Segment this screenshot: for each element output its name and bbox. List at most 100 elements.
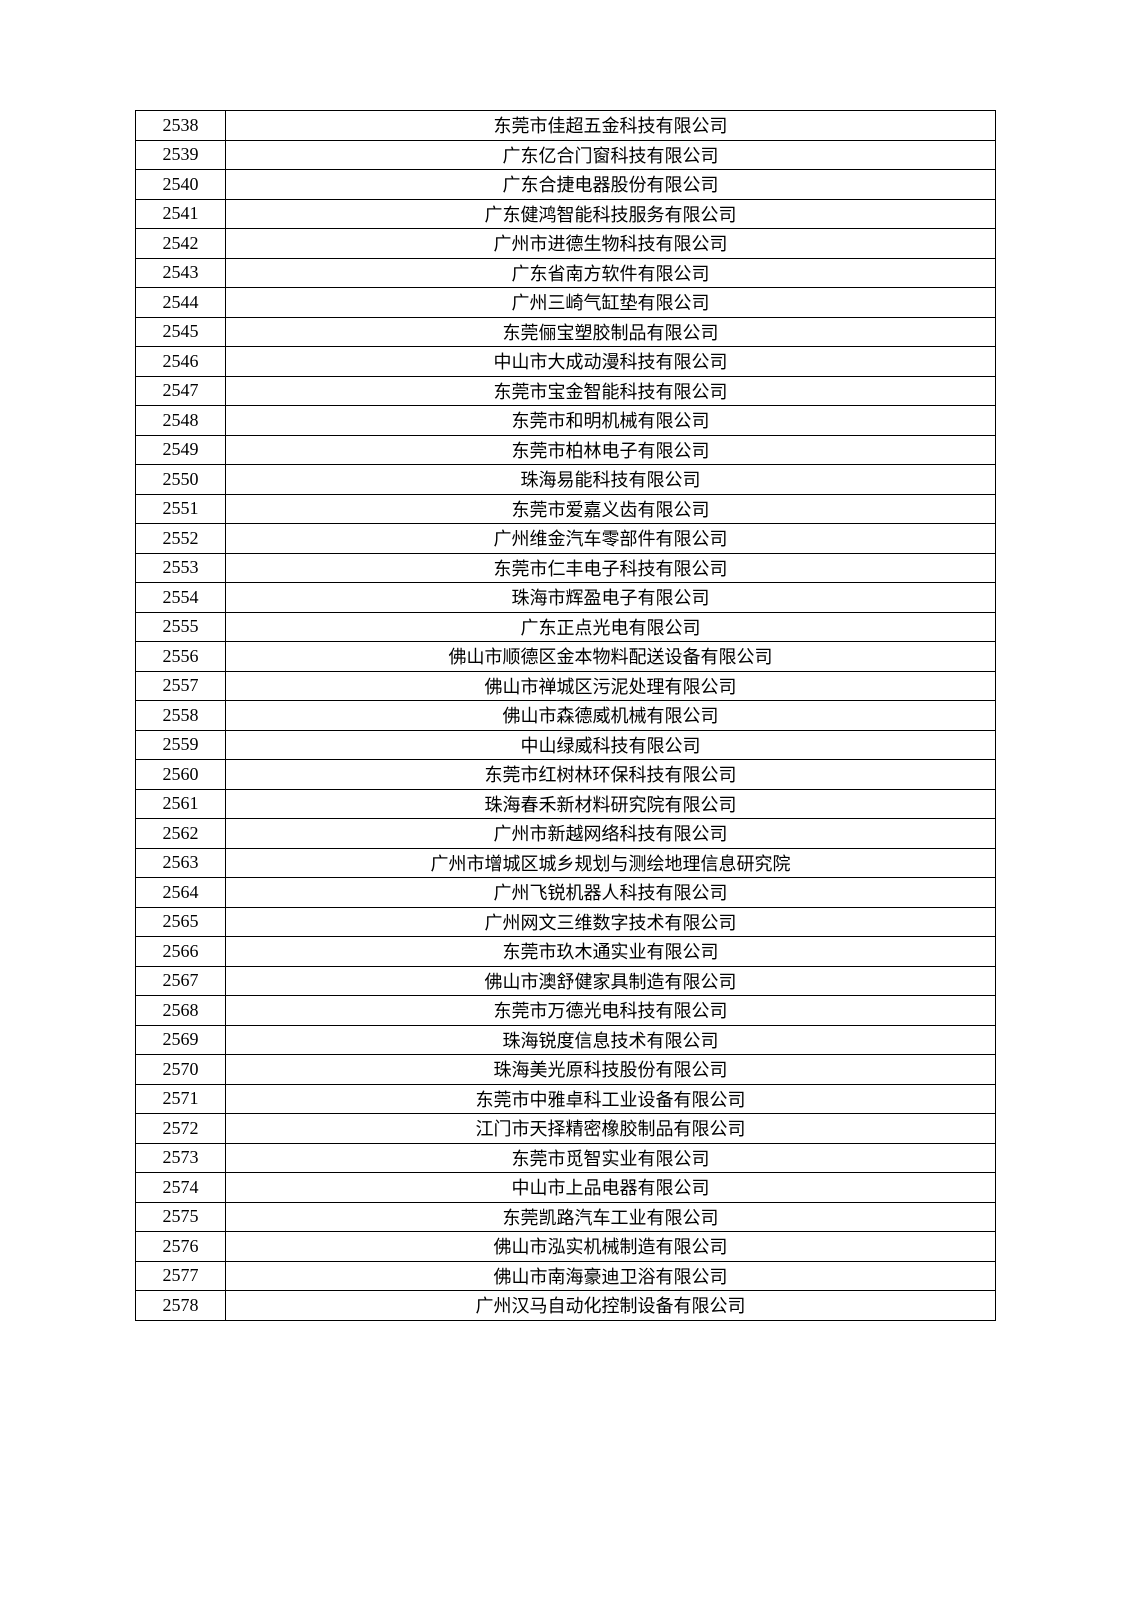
table-row: 2560东莞市红树林环保科技有限公司 — [136, 760, 996, 790]
company-name: 中山绿威科技有限公司 — [226, 730, 996, 760]
row-number: 2539 — [136, 140, 226, 170]
company-name: 佛山市南海豪迪卫浴有限公司 — [226, 1261, 996, 1291]
table-row: 2551东莞市爱嘉义齿有限公司 — [136, 494, 996, 524]
company-name: 东莞市柏林电子有限公司 — [226, 435, 996, 465]
row-number: 2543 — [136, 258, 226, 288]
company-name: 珠海易能科技有限公司 — [226, 465, 996, 495]
company-name: 佛山市泓实机械制造有限公司 — [226, 1232, 996, 1262]
table-row: 2575东莞凯路汽车工业有限公司 — [136, 1202, 996, 1232]
company-name: 广东正点光电有限公司 — [226, 612, 996, 642]
table-row: 2552广州维金汽车零部件有限公司 — [136, 524, 996, 554]
company-table: 2538东莞市佳超五金科技有限公司2539广东亿合门窗科技有限公司2540广东合… — [135, 110, 996, 1321]
table-row: 2576佛山市泓实机械制造有限公司 — [136, 1232, 996, 1262]
company-name: 东莞市玖木通实业有限公司 — [226, 937, 996, 967]
company-name: 东莞市宝金智能科技有限公司 — [226, 376, 996, 406]
company-name: 珠海锐度信息技术有限公司 — [226, 1025, 996, 1055]
row-number: 2554 — [136, 583, 226, 613]
row-number: 2559 — [136, 730, 226, 760]
row-number: 2544 — [136, 288, 226, 318]
table-row: 2568东莞市万德光电科技有限公司 — [136, 996, 996, 1026]
row-number: 2540 — [136, 170, 226, 200]
row-number: 2567 — [136, 966, 226, 996]
table-body: 2538东莞市佳超五金科技有限公司2539广东亿合门窗科技有限公司2540广东合… — [136, 111, 996, 1321]
row-number: 2563 — [136, 848, 226, 878]
company-name: 佛山市澳舒健家具制造有限公司 — [226, 966, 996, 996]
row-number: 2570 — [136, 1055, 226, 1085]
company-name: 佛山市森德威机械有限公司 — [226, 701, 996, 731]
row-number: 2564 — [136, 878, 226, 908]
table-row: 2564广州飞锐机器人科技有限公司 — [136, 878, 996, 908]
row-number: 2566 — [136, 937, 226, 967]
table-row: 2562广州市新越网络科技有限公司 — [136, 819, 996, 849]
table-row: 2561珠海春禾新材料研究院有限公司 — [136, 789, 996, 819]
company-name: 东莞市万德光电科技有限公司 — [226, 996, 996, 1026]
company-name: 广东健鸿智能科技服务有限公司 — [226, 199, 996, 229]
table-row: 2550珠海易能科技有限公司 — [136, 465, 996, 495]
row-number: 2547 — [136, 376, 226, 406]
company-name: 珠海市辉盈电子有限公司 — [226, 583, 996, 613]
table-row: 2543广东省南方软件有限公司 — [136, 258, 996, 288]
company-name: 东莞市仁丰电子科技有限公司 — [226, 553, 996, 583]
table-row: 2567佛山市澳舒健家具制造有限公司 — [136, 966, 996, 996]
row-number: 2575 — [136, 1202, 226, 1232]
row-number: 2578 — [136, 1291, 226, 1321]
row-number: 2571 — [136, 1084, 226, 1114]
table-row: 2549东莞市柏林电子有限公司 — [136, 435, 996, 465]
row-number: 2538 — [136, 111, 226, 141]
company-name: 江门市天择精密橡胶制品有限公司 — [226, 1114, 996, 1144]
company-name: 广东亿合门窗科技有限公司 — [226, 140, 996, 170]
company-name: 东莞市觅智实业有限公司 — [226, 1143, 996, 1173]
company-name: 东莞市红树林环保科技有限公司 — [226, 760, 996, 790]
row-number: 2569 — [136, 1025, 226, 1055]
company-name: 广州维金汽车零部件有限公司 — [226, 524, 996, 554]
company-name: 佛山市禅城区污泥处理有限公司 — [226, 671, 996, 701]
row-number: 2542 — [136, 229, 226, 259]
table-row: 2556佛山市顺德区金本物料配送设备有限公司 — [136, 642, 996, 672]
row-number: 2546 — [136, 347, 226, 377]
row-number: 2545 — [136, 317, 226, 347]
row-number: 2562 — [136, 819, 226, 849]
company-name: 广州市进德生物科技有限公司 — [226, 229, 996, 259]
company-name: 佛山市顺德区金本物料配送设备有限公司 — [226, 642, 996, 672]
company-name: 东莞市爱嘉义齿有限公司 — [226, 494, 996, 524]
table-row: 2572江门市天择精密橡胶制品有限公司 — [136, 1114, 996, 1144]
row-number: 2573 — [136, 1143, 226, 1173]
table-row: 2569珠海锐度信息技术有限公司 — [136, 1025, 996, 1055]
row-number: 2577 — [136, 1261, 226, 1291]
company-name: 珠海春禾新材料研究院有限公司 — [226, 789, 996, 819]
table-row: 2538东莞市佳超五金科技有限公司 — [136, 111, 996, 141]
table-row: 2557佛山市禅城区污泥处理有限公司 — [136, 671, 996, 701]
table-row: 2573东莞市觅智实业有限公司 — [136, 1143, 996, 1173]
company-name: 广东合捷电器股份有限公司 — [226, 170, 996, 200]
company-name: 广东省南方软件有限公司 — [226, 258, 996, 288]
company-name: 广州飞锐机器人科技有限公司 — [226, 878, 996, 908]
company-name: 广州市新越网络科技有限公司 — [226, 819, 996, 849]
table-row: 2565广州网文三维数字技术有限公司 — [136, 907, 996, 937]
table-row: 2542广州市进德生物科技有限公司 — [136, 229, 996, 259]
table-row: 2566东莞市玖木通实业有限公司 — [136, 937, 996, 967]
table-row: 2555广东正点光电有限公司 — [136, 612, 996, 642]
row-number: 2572 — [136, 1114, 226, 1144]
row-number: 2548 — [136, 406, 226, 436]
row-number: 2552 — [136, 524, 226, 554]
company-name: 珠海美光原科技股份有限公司 — [226, 1055, 996, 1085]
row-number: 2556 — [136, 642, 226, 672]
table-row: 2541广东健鸿智能科技服务有限公司 — [136, 199, 996, 229]
company-name: 东莞市中雅卓科工业设备有限公司 — [226, 1084, 996, 1114]
table-row: 2570珠海美光原科技股份有限公司 — [136, 1055, 996, 1085]
company-name: 广州网文三维数字技术有限公司 — [226, 907, 996, 937]
table-row: 2539广东亿合门窗科技有限公司 — [136, 140, 996, 170]
company-name: 中山市上品电器有限公司 — [226, 1173, 996, 1203]
row-number: 2560 — [136, 760, 226, 790]
company-name: 东莞凯路汽车工业有限公司 — [226, 1202, 996, 1232]
table-row: 2544广州三崎气缸垫有限公司 — [136, 288, 996, 318]
row-number: 2553 — [136, 553, 226, 583]
row-number: 2557 — [136, 671, 226, 701]
table-row: 2558佛山市森德威机械有限公司 — [136, 701, 996, 731]
table-row: 2577佛山市南海豪迪卫浴有限公司 — [136, 1261, 996, 1291]
row-number: 2550 — [136, 465, 226, 495]
table-row: 2578广州汉马自动化控制设备有限公司 — [136, 1291, 996, 1321]
table-row: 2563广州市增城区城乡规划与测绘地理信息研究院 — [136, 848, 996, 878]
table-row: 2540广东合捷电器股份有限公司 — [136, 170, 996, 200]
company-name: 东莞俪宝塑胶制品有限公司 — [226, 317, 996, 347]
